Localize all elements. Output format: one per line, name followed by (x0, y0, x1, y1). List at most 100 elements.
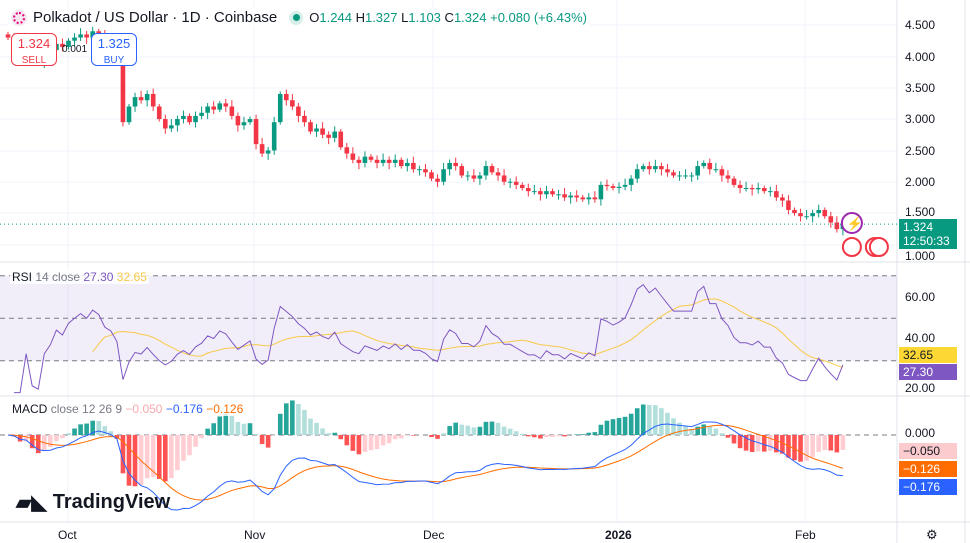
rsi-legend[interactable]: RSI 14 close 27.30 32.65 (10, 270, 149, 284)
tradingview-logo[interactable]: ▰◣ TradingView (16, 490, 170, 515)
bar-countdown: 12:50:33 (903, 234, 950, 248)
candle (338, 129, 344, 150)
macd-histogram-bar (344, 435, 350, 446)
macd-histogram-bar (695, 426, 700, 435)
candle (314, 124, 319, 137)
macd-histogram-bar (616, 417, 622, 435)
rsi-tick: 60.00 (905, 290, 936, 304)
macd-histogram-bar (356, 435, 362, 455)
candle (447, 159, 452, 176)
macd-histogram-bar (834, 435, 840, 453)
candle (634, 163, 640, 184)
macd-legend[interactable]: MACD close 12 26 9 −0.050 −0.176 −0.126 (10, 402, 246, 416)
symbol-title[interactable]: Polkadot / US Dollar · 1D · Coinbase (33, 9, 278, 26)
candle (780, 193, 785, 207)
macd-histogram-bar (187, 435, 192, 456)
candle (344, 142, 350, 159)
candle (701, 160, 707, 169)
candle (786, 195, 791, 215)
candle (72, 33, 77, 47)
macd-histogram-bar (435, 435, 440, 439)
macd-histogram-bar (163, 435, 168, 482)
candle (526, 183, 531, 197)
macd-histogram-bar (743, 435, 749, 451)
macd-histogram-bar (253, 433, 259, 435)
sell-price: 1.324 (17, 36, 51, 51)
polkadot-logo-icon (11, 9, 27, 26)
candle (217, 100, 223, 113)
candle (223, 98, 229, 112)
macd-histogram-bar (126, 435, 132, 486)
candle (169, 119, 174, 132)
macd-histogram-bar (29, 435, 35, 449)
candle (132, 92, 138, 112)
rsi-tick: 20.00 (905, 381, 936, 395)
candle (719, 165, 725, 182)
sell-button[interactable]: 1.324 SELL (11, 33, 57, 66)
macd-histogram-bar (156, 435, 162, 479)
macd-histogram-bar (78, 424, 83, 435)
candle (156, 104, 162, 122)
macd-histogram-bar (314, 422, 319, 435)
macd-histogram-bar (35, 435, 41, 454)
candle (574, 190, 579, 202)
rsi-ma-value: 32.65 (116, 270, 147, 284)
low-label: L (401, 10, 409, 25)
candle (326, 131, 331, 145)
macd-histogram-bar (592, 432, 598, 435)
macd-histogram-bar (429, 435, 434, 438)
candle (713, 162, 719, 173)
macd-histogram-bar (284, 403, 289, 435)
price-tick: 1.500 (905, 205, 936, 219)
settings-gear-icon[interactable]: ⚙ (926, 527, 938, 542)
candle (459, 163, 465, 178)
candle (489, 163, 495, 175)
candle (211, 101, 216, 115)
macd-histogram-bar (96, 421, 102, 435)
lightning-glyph: ⚡ (847, 216, 863, 232)
macd-histogram-bar (477, 426, 483, 435)
macd-histogram-bar (526, 435, 531, 437)
candle (761, 185, 767, 194)
macd-histogram-bar (749, 435, 755, 452)
candle (513, 176, 519, 190)
macd-histogram-bar (792, 435, 797, 461)
candle (640, 163, 646, 172)
macd-value: −0.176 (165, 402, 203, 416)
macd-histogram-bar (507, 428, 513, 435)
candle (804, 209, 809, 220)
candle (247, 116, 253, 125)
candle (368, 154, 374, 163)
candle (259, 137, 265, 157)
macd-histogram-bar (150, 435, 156, 477)
macd-histogram-bar (211, 423, 216, 435)
buy-button[interactable]: 1.325 BUY (91, 33, 137, 66)
macd-histogram-bar (368, 435, 374, 451)
candle (241, 116, 247, 130)
macd-histogram-bar (538, 435, 543, 439)
macd-hist-value: −0.050 (125, 402, 163, 416)
macd-histogram-bar (392, 435, 398, 440)
candle (290, 93, 295, 110)
candle (665, 163, 670, 177)
macd-histogram-bar (374, 435, 380, 450)
macd-histogram-bar (786, 435, 791, 458)
candle (356, 156, 362, 170)
candle (568, 192, 573, 204)
macd-histogram-bar (586, 432, 592, 435)
macd-histogram-bar (519, 433, 525, 435)
macd-histogram-bar (108, 431, 114, 435)
candle (181, 110, 186, 124)
macd-histogram-bar (54, 435, 59, 442)
spread-value: 0.001 (62, 44, 88, 55)
candle (689, 172, 694, 182)
macd-histogram-bar (640, 404, 646, 435)
buy-price: 1.325 (97, 36, 131, 51)
macd-histogram-bar (755, 435, 761, 452)
candle (519, 182, 525, 191)
macd-histogram-bar (132, 435, 138, 487)
macd-histogram-bar (72, 428, 77, 435)
macd-histogram-bar (169, 435, 174, 479)
candle (193, 111, 198, 128)
